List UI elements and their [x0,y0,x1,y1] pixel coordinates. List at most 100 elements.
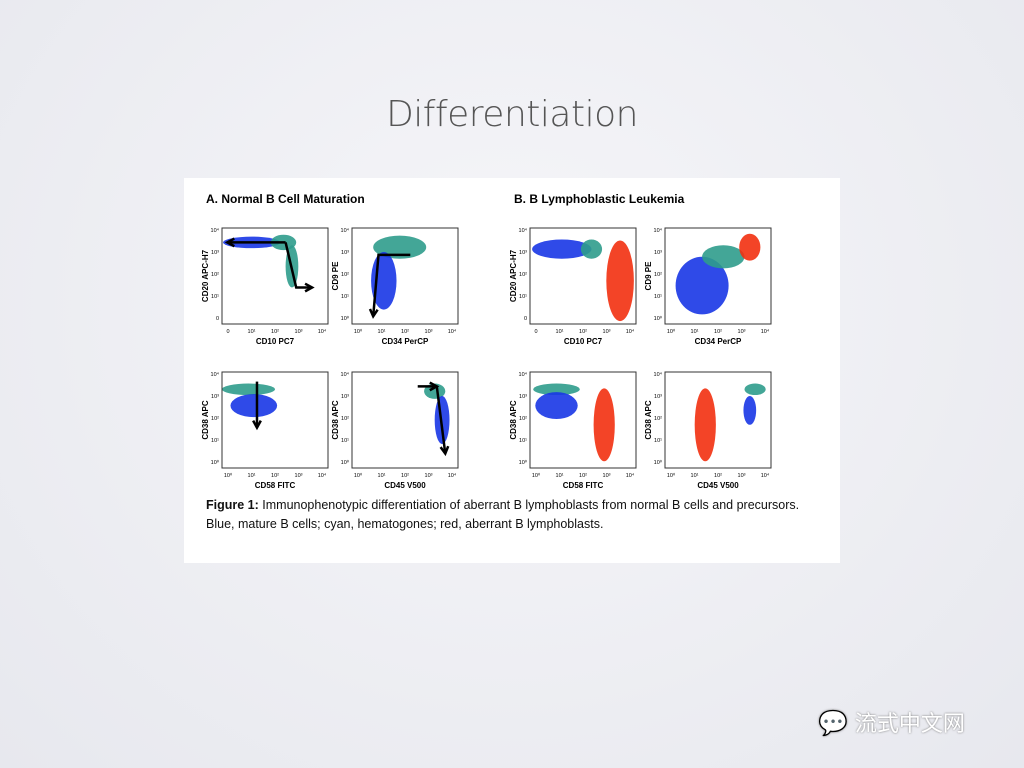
y-tick-label: 10¹ [341,294,349,300]
y-tick-label: 10² [341,272,349,278]
x-tick-label: 10⁴ [761,328,770,335]
y-tick-label: 0 [524,316,527,322]
x-tick-label: 10³ [603,473,611,479]
y-axis-label: CD9 PE [331,261,340,291]
y-tick-label: 10⁰ [654,459,663,466]
y-tick-label: 10⁴ [341,227,350,234]
y-tick-label: 10⁰ [654,315,663,322]
x-tick-label: 10³ [603,329,611,335]
x-tick-label: 10⁰ [354,328,363,335]
caption-text: Immunophenotypic differentiation of aber… [206,498,800,531]
arrow-head [224,237,235,248]
y-tick-label: 10⁰ [519,459,528,466]
x-tick-label: 10⁴ [318,328,327,335]
x-tick-label: 10¹ [378,473,386,479]
plot-frame [529,371,637,469]
y-tick-label: 10³ [341,394,349,400]
y-axis-label: CD38 APC [331,400,340,439]
watermark-text: 流式中文网 [854,712,965,737]
y-tick-label: 10² [519,416,527,422]
x-tick-label: 10⁴ [761,472,770,479]
figure-caption: Figure 1: Immunophenotypic differentiati… [206,496,806,534]
y-tick-label: 10³ [519,394,527,400]
cell-population [593,388,615,462]
y-axis-label: CD20 APC-H7 [201,249,210,302]
x-axis-label: CD45 V500 [384,481,426,490]
y-axis-label: CD38 APC [201,400,210,439]
y-tick-label: 10³ [341,250,349,256]
cell-population [606,240,634,322]
x-axis-label: CD58 FITC [255,481,296,490]
x-tick-label: 10¹ [691,473,699,479]
x-tick-label: 10⁰ [667,472,676,479]
y-tick-label: 10³ [519,250,527,256]
cell-population [675,256,729,315]
arrow-head [304,282,315,293]
x-axis-label: CD10 PC7 [256,337,295,346]
y-tick-label: 10⁴ [211,227,220,234]
cell-population [743,396,757,425]
arrow-head [252,420,262,431]
y-tick-label: 10⁰ [211,459,220,466]
y-axis-label: CD20 APC-H7 [509,249,518,302]
x-tick-label: 10¹ [248,473,256,479]
y-tick-label: 10² [519,272,527,278]
x-tick-label: 10³ [738,473,746,479]
cell-population [532,239,592,259]
x-axis-label: CD58 FITC [563,481,604,490]
plot-frame [664,371,772,469]
x-tick-label: 10⁴ [626,328,635,335]
watermark-icon: 💬 [818,709,848,737]
arrow [435,386,447,454]
y-tick-label: 10⁴ [341,371,350,378]
y-tick-label: 10¹ [654,294,662,300]
plot-frame [221,371,329,469]
x-tick-label: 10² [714,329,722,335]
x-axis-label: CD34 PerCP [695,337,742,346]
cell-population [739,233,761,261]
y-tick-label: 10¹ [654,438,662,444]
x-tick-label: 10² [579,329,587,335]
y-tick-label: 10¹ [211,294,219,300]
x-tick-label: 10⁰ [667,328,676,335]
y-tick-label: 10⁴ [654,371,663,378]
x-tick-label: 10² [271,329,279,335]
x-tick-label: 10¹ [691,329,699,335]
panel-title: B. B Lymphoblastic Leukemia [514,192,685,206]
x-tick-label: 10⁴ [448,472,457,479]
x-tick-label: 10¹ [248,329,256,335]
x-tick-label: 10¹ [378,329,386,335]
cell-population [702,245,745,269]
y-axis-label: CD38 APC [509,400,518,439]
y-tick-label: 10² [654,272,662,278]
x-tick-label: 10⁴ [448,328,457,335]
cell-population [535,392,578,420]
slide-title: Differentiation [386,94,638,135]
plot-frame [221,227,329,325]
y-tick-label: 10² [211,416,219,422]
x-tick-label: 0 [534,329,537,335]
x-tick-label: 10¹ [556,473,564,479]
x-tick-label: 10⁰ [532,472,541,479]
arrow [284,242,313,289]
plot-frame [351,227,459,325]
plot-frame [664,227,772,325]
cell-population [744,383,766,396]
x-tick-label: 10² [579,473,587,479]
y-tick-label: 10⁴ [654,227,663,234]
y-tick-label: 10³ [654,394,662,400]
y-tick-label: 10³ [654,250,662,256]
x-tick-label: 10⁴ [626,472,635,479]
y-tick-label: 10¹ [519,438,527,444]
x-tick-label: 10³ [425,473,433,479]
x-axis-label: CD10 PC7 [564,337,603,346]
x-tick-label: 10² [271,473,279,479]
y-tick-label: 10⁴ [211,371,220,378]
y-axis-label: CD9 PE [644,261,653,291]
x-tick-label: 10² [714,473,722,479]
cell-population [222,383,275,396]
x-tick-label: 10⁰ [354,472,363,479]
y-tick-label: 10³ [211,250,219,256]
x-axis-label: CD45 V500 [697,481,739,490]
